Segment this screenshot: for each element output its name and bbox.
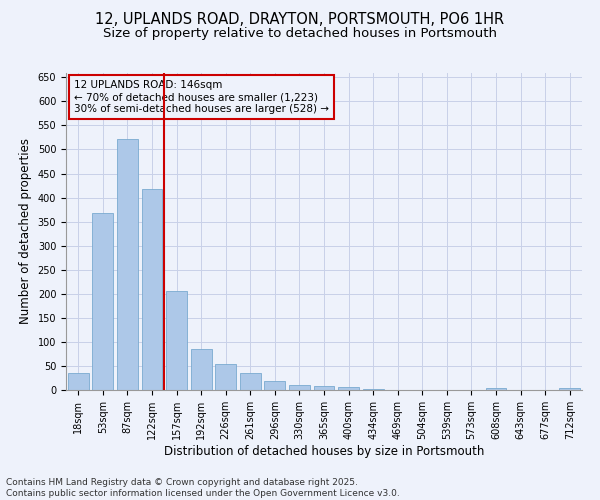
Bar — [485, 388, 506, 390]
Text: Size of property relative to detached houses in Portsmouth: Size of property relative to detached ho… — [103, 28, 497, 40]
Bar — [362, 389, 383, 390]
Bar — [68, 373, 89, 390]
Y-axis label: Number of detached properties: Number of detached properties — [19, 138, 32, 324]
Text: Contains HM Land Registry data © Crown copyright and database right 2025.
Contai: Contains HM Land Registry data © Crown c… — [6, 478, 400, 498]
Bar — [559, 388, 580, 390]
Bar — [142, 189, 163, 390]
Bar — [240, 373, 261, 390]
Bar — [166, 292, 187, 390]
Bar — [215, 364, 236, 390]
Text: 12 UPLANDS ROAD: 146sqm
← 70% of detached houses are smaller (1,223)
30% of semi: 12 UPLANDS ROAD: 146sqm ← 70% of detache… — [74, 80, 329, 114]
Bar — [117, 139, 138, 390]
Bar — [314, 386, 334, 390]
Bar — [92, 214, 113, 390]
Bar — [265, 382, 286, 390]
Bar — [338, 386, 359, 390]
Bar — [191, 349, 212, 390]
X-axis label: Distribution of detached houses by size in Portsmouth: Distribution of detached houses by size … — [164, 444, 484, 458]
Text: 12, UPLANDS ROAD, DRAYTON, PORTSMOUTH, PO6 1HR: 12, UPLANDS ROAD, DRAYTON, PORTSMOUTH, P… — [95, 12, 505, 28]
Bar — [289, 385, 310, 390]
